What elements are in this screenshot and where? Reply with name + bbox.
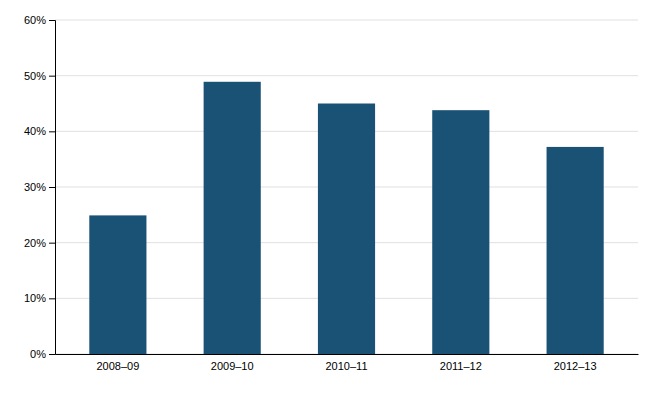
y-tick: 60% xyxy=(24,14,55,26)
tick-label: 20% xyxy=(24,237,46,249)
grid xyxy=(55,20,638,354)
tick-label: 0% xyxy=(30,348,46,360)
plot: 0% 10% 20% 30% 40% 50% 60% 2008–09 2009–10 2010–1… xyxy=(24,14,639,372)
tick-label: 2010–11 xyxy=(325,360,367,372)
tick-mark xyxy=(49,76,55,77)
tick-label: 2009–10 xyxy=(211,360,254,372)
tick-label: 2011–12 xyxy=(440,360,482,372)
bar xyxy=(318,104,375,355)
tick-label: 50% xyxy=(24,70,46,82)
bar xyxy=(89,215,146,354)
bar xyxy=(204,82,261,354)
x-tick: 2010–11 xyxy=(325,360,367,372)
tick-mark xyxy=(49,354,55,355)
x-tick: 2009–10 xyxy=(211,360,254,372)
y-tick: 40% xyxy=(24,125,55,137)
x-tick: 2011–12 xyxy=(440,360,482,372)
y-tick: 20% xyxy=(24,237,55,249)
tick-label: 2012–13 xyxy=(554,360,597,372)
x-tick: 2008–09 xyxy=(96,360,139,372)
y-axis: 0% 10% 20% 30% 40% 50% 60% xyxy=(24,14,56,360)
bars xyxy=(89,82,603,354)
bar xyxy=(547,147,604,354)
y-tick: 10% xyxy=(24,292,55,304)
y-tick: 30% xyxy=(24,181,55,193)
axis-domain xyxy=(56,354,639,355)
tick-mark xyxy=(49,131,55,132)
grid-line xyxy=(55,20,638,21)
tick-label: 40% xyxy=(24,125,46,137)
axis-domain xyxy=(49,21,56,355)
chart-svg: 0% 10% 20% 30% 40% 50% 60% 2008–09 2009–10 2010–1… xyxy=(0,0,658,394)
tick-mark xyxy=(49,243,55,244)
x-tick: 2012–13 xyxy=(554,360,597,372)
tick-mark xyxy=(49,298,55,299)
x-axis: 2008–09 2009–10 2010–11 2011–12 2012–13 xyxy=(56,355,639,372)
tick-label: 30% xyxy=(24,181,46,193)
tick-label: 2008–09 xyxy=(96,360,139,372)
bar xyxy=(432,110,489,354)
tick-mark xyxy=(49,20,55,21)
y-tick: 50% xyxy=(24,70,55,82)
chart-container: 0% 10% 20% 30% 40% 50% 60% 2008–09 2009–10 2010–1… xyxy=(0,0,658,394)
tick-label: 10% xyxy=(24,292,46,304)
tick-label: 60% xyxy=(24,14,46,26)
grid-line xyxy=(55,75,638,76)
y-tick: 0% xyxy=(30,348,55,360)
tick-mark xyxy=(49,187,55,188)
